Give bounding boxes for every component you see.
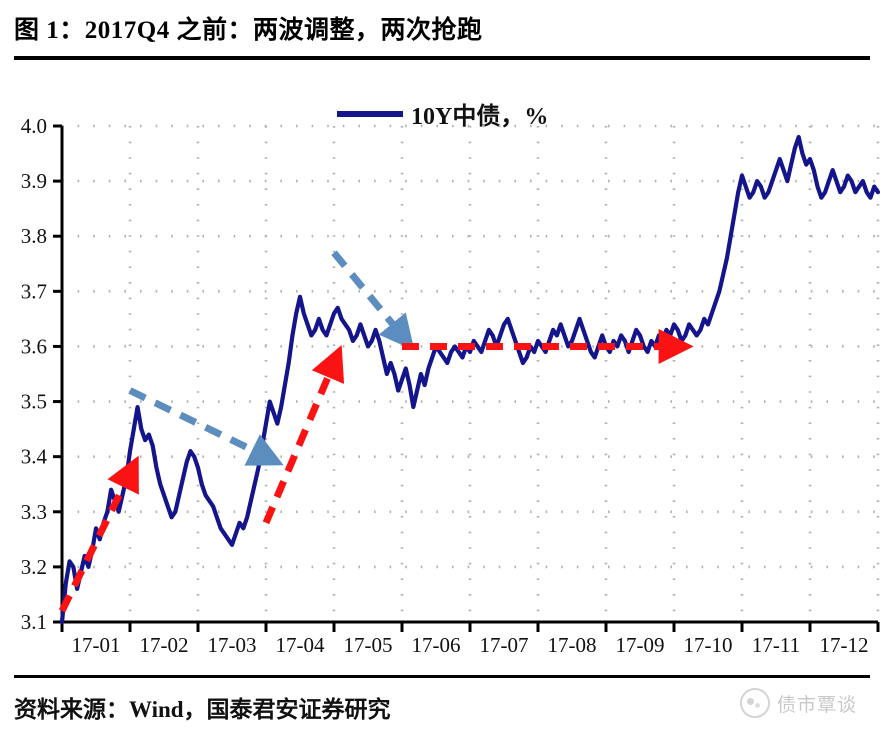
svg-text:17-05: 17-05	[344, 633, 393, 657]
second-adjustment-down-arrow	[331, 250, 415, 351]
svg-text:3.7: 3.7	[21, 279, 47, 303]
svg-text:17-07: 17-07	[480, 633, 529, 657]
source-note: 资料来源：Wind，国泰君安证券研究	[14, 697, 391, 722]
svg-text:4.0: 4.0	[21, 114, 47, 138]
svg-text:3.2: 3.2	[21, 555, 47, 579]
title-divider	[14, 56, 870, 60]
svg-text:17-06: 17-06	[412, 633, 461, 657]
legend-label-10y: 10Y中债，%	[411, 104, 549, 130]
chart-annotations	[58, 250, 694, 613]
svg-text:3.6: 3.6	[21, 334, 47, 358]
chart-y-tick-labels: 3.1 3.2 3.3 3.4 3.5 3.6 3.7 3.8 3.9 4.0	[21, 114, 48, 634]
svg-text:3.8: 3.8	[21, 224, 47, 248]
footer-divider	[14, 675, 870, 678]
chart-gridlines	[62, 124, 880, 624]
chart-y-ticks	[53, 124, 62, 624]
series-line-10y	[59, 134, 881, 625]
first-rally-up-arrow	[58, 455, 139, 613]
svg-text:17-08: 17-08	[548, 633, 597, 657]
first-adjustment-down-arrow	[128, 387, 284, 466]
circle-logo-icon	[740, 688, 770, 718]
chart-legend: 10Y中债，%	[337, 96, 548, 131]
svg-text:17-09: 17-09	[616, 633, 665, 657]
figure-title-block: 图 1：2017Q4 之前：两波调整，两次抢跑	[14, 14, 870, 58]
svg-text:17-02: 17-02	[140, 633, 189, 657]
svg-text:17-10: 17-10	[684, 633, 733, 657]
svg-text:3.3: 3.3	[21, 500, 47, 524]
legend-swatch-10y	[337, 110, 403, 117]
second-rally-up-arrow	[262, 344, 345, 525]
svg-text:3.5: 3.5	[21, 390, 47, 414]
svg-text:3.9: 3.9	[21, 169, 47, 193]
watermark-label: 债市覃谈	[777, 694, 858, 716]
chart-x-tick-labels: 17-01 17-02 17-03 17-04 17-05 17-06 17-07 17-08…	[72, 633, 869, 657]
svg-text:3.4: 3.4	[21, 445, 48, 469]
svg-text:17-03: 17-03	[208, 633, 257, 657]
svg-text:3.1: 3.1	[21, 610, 47, 634]
svg-text:17-01: 17-01	[72, 633, 121, 657]
svg-text:17-12: 17-12	[820, 633, 869, 657]
watermark: 债市覃谈	[740, 688, 857, 718]
svg-text:17-11: 17-11	[752, 633, 800, 657]
chart-x-ticks	[60, 622, 880, 632]
svg-text:17-04: 17-04	[276, 633, 325, 657]
page-title: 图 1：2017Q4 之前：两波调整，两次抢跑	[14, 17, 483, 44]
